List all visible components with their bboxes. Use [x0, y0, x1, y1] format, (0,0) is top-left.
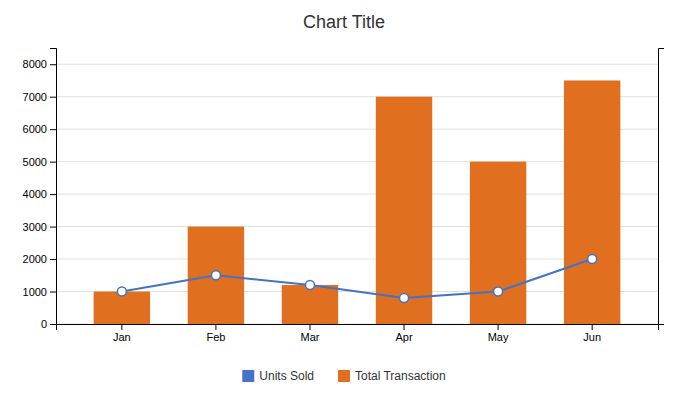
tick-label: 3000 [23, 221, 47, 233]
tick-label: 4000 [23, 188, 47, 200]
tick: 7000 [23, 91, 56, 103]
tick-label: 1000 [23, 286, 47, 298]
tick: Apr [395, 324, 412, 343]
tick: 8000 [23, 58, 56, 70]
tick: Mar [300, 324, 319, 343]
legend-item: Units Sold [242, 369, 314, 383]
bar [564, 80, 620, 324]
y-axis: 0 1000 2000 3000 4000 5000 6000 7000 8000 [23, 49, 57, 331]
tick-mark [50, 162, 56, 163]
line [122, 259, 592, 298]
legend-label: Total Transaction [355, 369, 446, 383]
tick-mark [121, 324, 122, 330]
marker [117, 287, 126, 296]
bar [470, 162, 526, 324]
tick-label: 6000 [23, 123, 47, 135]
tick-label: 0 [41, 318, 47, 330]
tick-label: 5000 [23, 156, 47, 168]
tick-mark [50, 97, 56, 98]
tick: 3000 [23, 221, 56, 233]
legend-swatch [242, 370, 254, 382]
tick-mark [404, 324, 405, 330]
tick-label: Feb [206, 331, 225, 343]
tick-label: Mar [300, 331, 319, 343]
bar-series [94, 80, 621, 324]
tick-label: Apr [395, 331, 412, 343]
legend: Units Sold Total Transaction [242, 369, 445, 383]
tick-mark [50, 259, 56, 260]
x-axis: Jan Feb Mar Apr May Jun [57, 324, 659, 343]
tick-mark [50, 194, 56, 195]
tick: Jan [113, 324, 131, 343]
grid [56, 64, 658, 324]
y2-axis [659, 49, 665, 325]
marker [494, 287, 503, 296]
tick-label: 7000 [23, 91, 47, 103]
bar [376, 97, 432, 324]
marker [400, 294, 409, 303]
tick-mark [50, 129, 56, 130]
tick-mark [498, 324, 499, 330]
marker [588, 255, 597, 264]
bar [282, 285, 338, 324]
tick-label: May [488, 331, 509, 343]
tick: Jun [583, 324, 601, 343]
tick: 2000 [23, 253, 56, 265]
tick-mark [215, 324, 216, 330]
legend-swatch [338, 370, 350, 382]
tick: 4000 [23, 188, 56, 200]
marker [211, 271, 220, 280]
tick-mark [50, 324, 56, 325]
marker [305, 281, 314, 290]
plot-area [94, 80, 621, 324]
tick-mark [50, 64, 56, 65]
bar [188, 227, 244, 324]
tick-label: Jan [113, 331, 131, 343]
tick-mark [50, 292, 56, 293]
tick-mark [592, 324, 593, 330]
tick-label: 8000 [23, 58, 47, 70]
axis-line [659, 49, 665, 325]
tick: 1000 [23, 286, 56, 298]
tick: Feb [206, 324, 225, 343]
grid-line [56, 64, 658, 65]
tick: 0 [41, 318, 56, 330]
tick-mark [309, 324, 310, 330]
chart: 0 1000 2000 3000 4000 5000 6000 7000 8000 Jan Feb M… [0, 0, 688, 396]
tick: 6000 [23, 123, 56, 135]
tick: May [488, 324, 509, 343]
tick-label: 2000 [23, 253, 47, 265]
axis-line [57, 325, 659, 331]
tick: 5000 [23, 156, 56, 168]
title: Chart Title [303, 12, 385, 32]
axis-line [50, 49, 57, 325]
legend-label: Units Sold [259, 369, 314, 383]
legend-item: Total Transaction [338, 369, 446, 383]
line-series [117, 255, 596, 303]
tick-mark [50, 227, 56, 228]
tick-label: Jun [583, 331, 601, 343]
